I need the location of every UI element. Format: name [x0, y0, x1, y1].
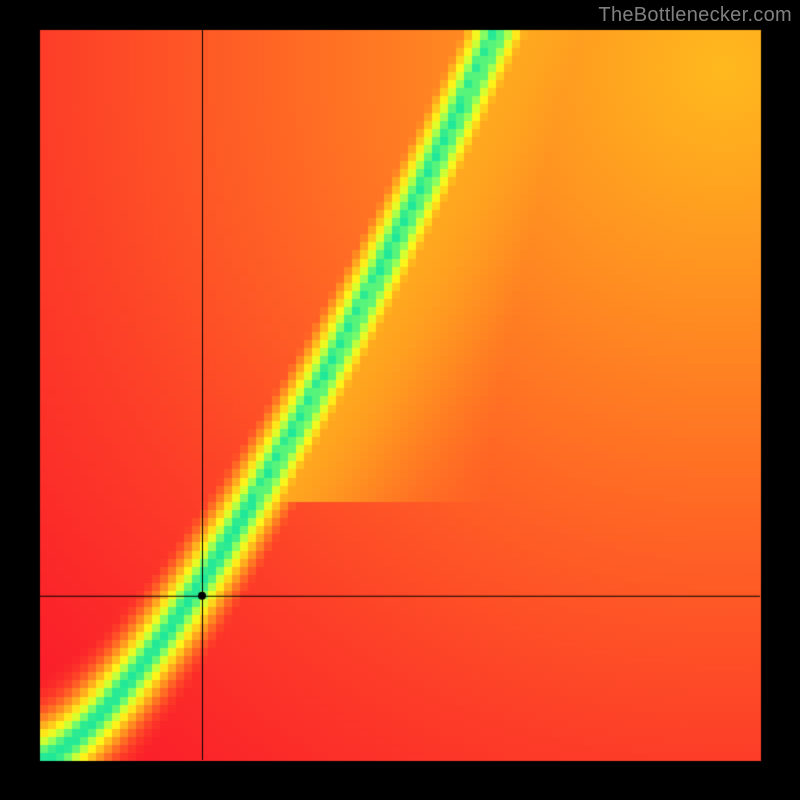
bottleneck-heatmap — [0, 0, 800, 800]
watermark-label: TheBottlenecker.com — [590, 0, 800, 31]
